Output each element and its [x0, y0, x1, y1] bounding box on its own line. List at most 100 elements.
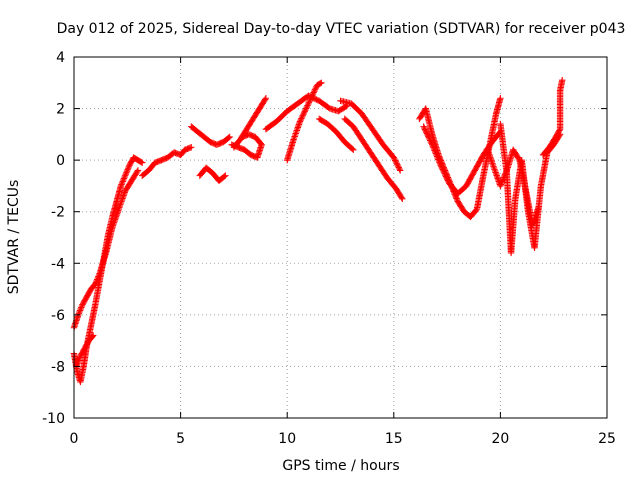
data-point: [310, 89, 317, 96]
data-point: [298, 115, 305, 122]
y-tick-label: -10: [42, 411, 65, 427]
data-points: [70, 77, 566, 386]
data-point: [222, 172, 229, 179]
data-series-sat-track-17: [484, 146, 542, 228]
data-point: [317, 80, 324, 87]
data-series-sat-track-11: [337, 97, 404, 174]
grid-lines: [74, 57, 607, 418]
axis-tick-labels: 0 5 10 15 20 25 -10 -8 -6 -4 -2 0 2 4: [42, 50, 616, 447]
data-series-sat-track-2: [70, 167, 142, 331]
data-series-sat-track-6: [196, 164, 229, 184]
y-tick-label: -6: [51, 308, 65, 324]
data-point: [501, 171, 509, 178]
data-point: [95, 271, 103, 279]
data-point: [77, 305, 84, 313]
data-point: [439, 166, 446, 173]
data-point: [425, 133, 432, 140]
data-point: [427, 138, 435, 146]
data-point: [497, 182, 504, 190]
data-point: [428, 140, 435, 147]
data-point: [393, 160, 400, 167]
data-point: [125, 163, 133, 170]
data-point: [262, 95, 270, 102]
data-point: [188, 144, 195, 151]
data-point: [437, 162, 444, 169]
y-tick-label: 2: [56, 102, 65, 118]
data-point: [420, 123, 427, 130]
data-point: [299, 112, 306, 119]
data-point: [225, 134, 232, 141]
data-point: [221, 173, 228, 180]
data-point: [306, 98, 313, 105]
data-point: [75, 357, 82, 364]
data-point: [500, 175, 507, 183]
data-point: [74, 360, 81, 367]
x-tick-label: 0: [70, 431, 79, 447]
data-point: [308, 93, 315, 101]
data-point: [499, 177, 506, 184]
data-point: [429, 142, 436, 150]
data-point: [120, 176, 127, 184]
data-point: [125, 165, 132, 172]
data-point: [302, 106, 309, 114]
data-point: [123, 167, 131, 175]
data-point: [435, 157, 443, 165]
data-point: [441, 170, 448, 177]
x-tick-label: 5: [176, 431, 185, 447]
data-point: [92, 279, 100, 286]
data-point: [421, 124, 428, 132]
data-point: [307, 95, 315, 102]
data-point: [396, 165, 403, 173]
data-point: [559, 77, 566, 84]
y-tick-label: 0: [56, 153, 65, 169]
data-point: [78, 302, 86, 310]
data-point: [75, 310, 83, 317]
data-point: [436, 160, 444, 168]
data-point: [120, 175, 128, 182]
data-point: [121, 172, 129, 179]
data-point: [118, 181, 125, 188]
data-point: [426, 135, 433, 143]
data-point: [438, 164, 446, 172]
data-point: [350, 146, 357, 154]
data-series-sat-track-5: [188, 123, 233, 148]
data-point: [395, 164, 402, 171]
data-point: [76, 307, 84, 314]
data-point: [398, 194, 405, 201]
data-point: [501, 172, 508, 180]
data-point: [433, 153, 441, 160]
data-point: [307, 96, 314, 104]
data-point: [438, 163, 445, 170]
data-point: [427, 137, 434, 144]
data-point: [444, 175, 451, 183]
data-series-sat-track-4: [139, 144, 195, 179]
data-point: [500, 174, 508, 181]
data-point: [93, 277, 100, 285]
data-point: [515, 155, 522, 163]
data-point: [123, 169, 130, 176]
data-point: [430, 145, 438, 153]
data-point: [453, 196, 461, 204]
data-series-sat-track-3: [72, 332, 97, 370]
data-point: [442, 173, 450, 180]
data-point: [305, 99, 313, 106]
x-tick-label: 10: [278, 431, 296, 447]
x-tick-label: 20: [491, 431, 509, 447]
x-tick-label: 25: [598, 431, 616, 447]
y-tick-label: -2: [51, 205, 65, 221]
data-point: [435, 156, 442, 163]
plot-frame: [73, 56, 608, 419]
data-point: [396, 167, 404, 174]
y-tick-label: -4: [51, 256, 65, 272]
data-point: [440, 167, 447, 175]
data-point: [75, 355, 83, 363]
y-tick-label: 4: [56, 50, 65, 66]
data-point: [443, 174, 450, 181]
data-point: [318, 79, 325, 86]
data-point: [92, 280, 99, 288]
axis-ticks: [73, 56, 608, 419]
data-point: [452, 193, 460, 201]
